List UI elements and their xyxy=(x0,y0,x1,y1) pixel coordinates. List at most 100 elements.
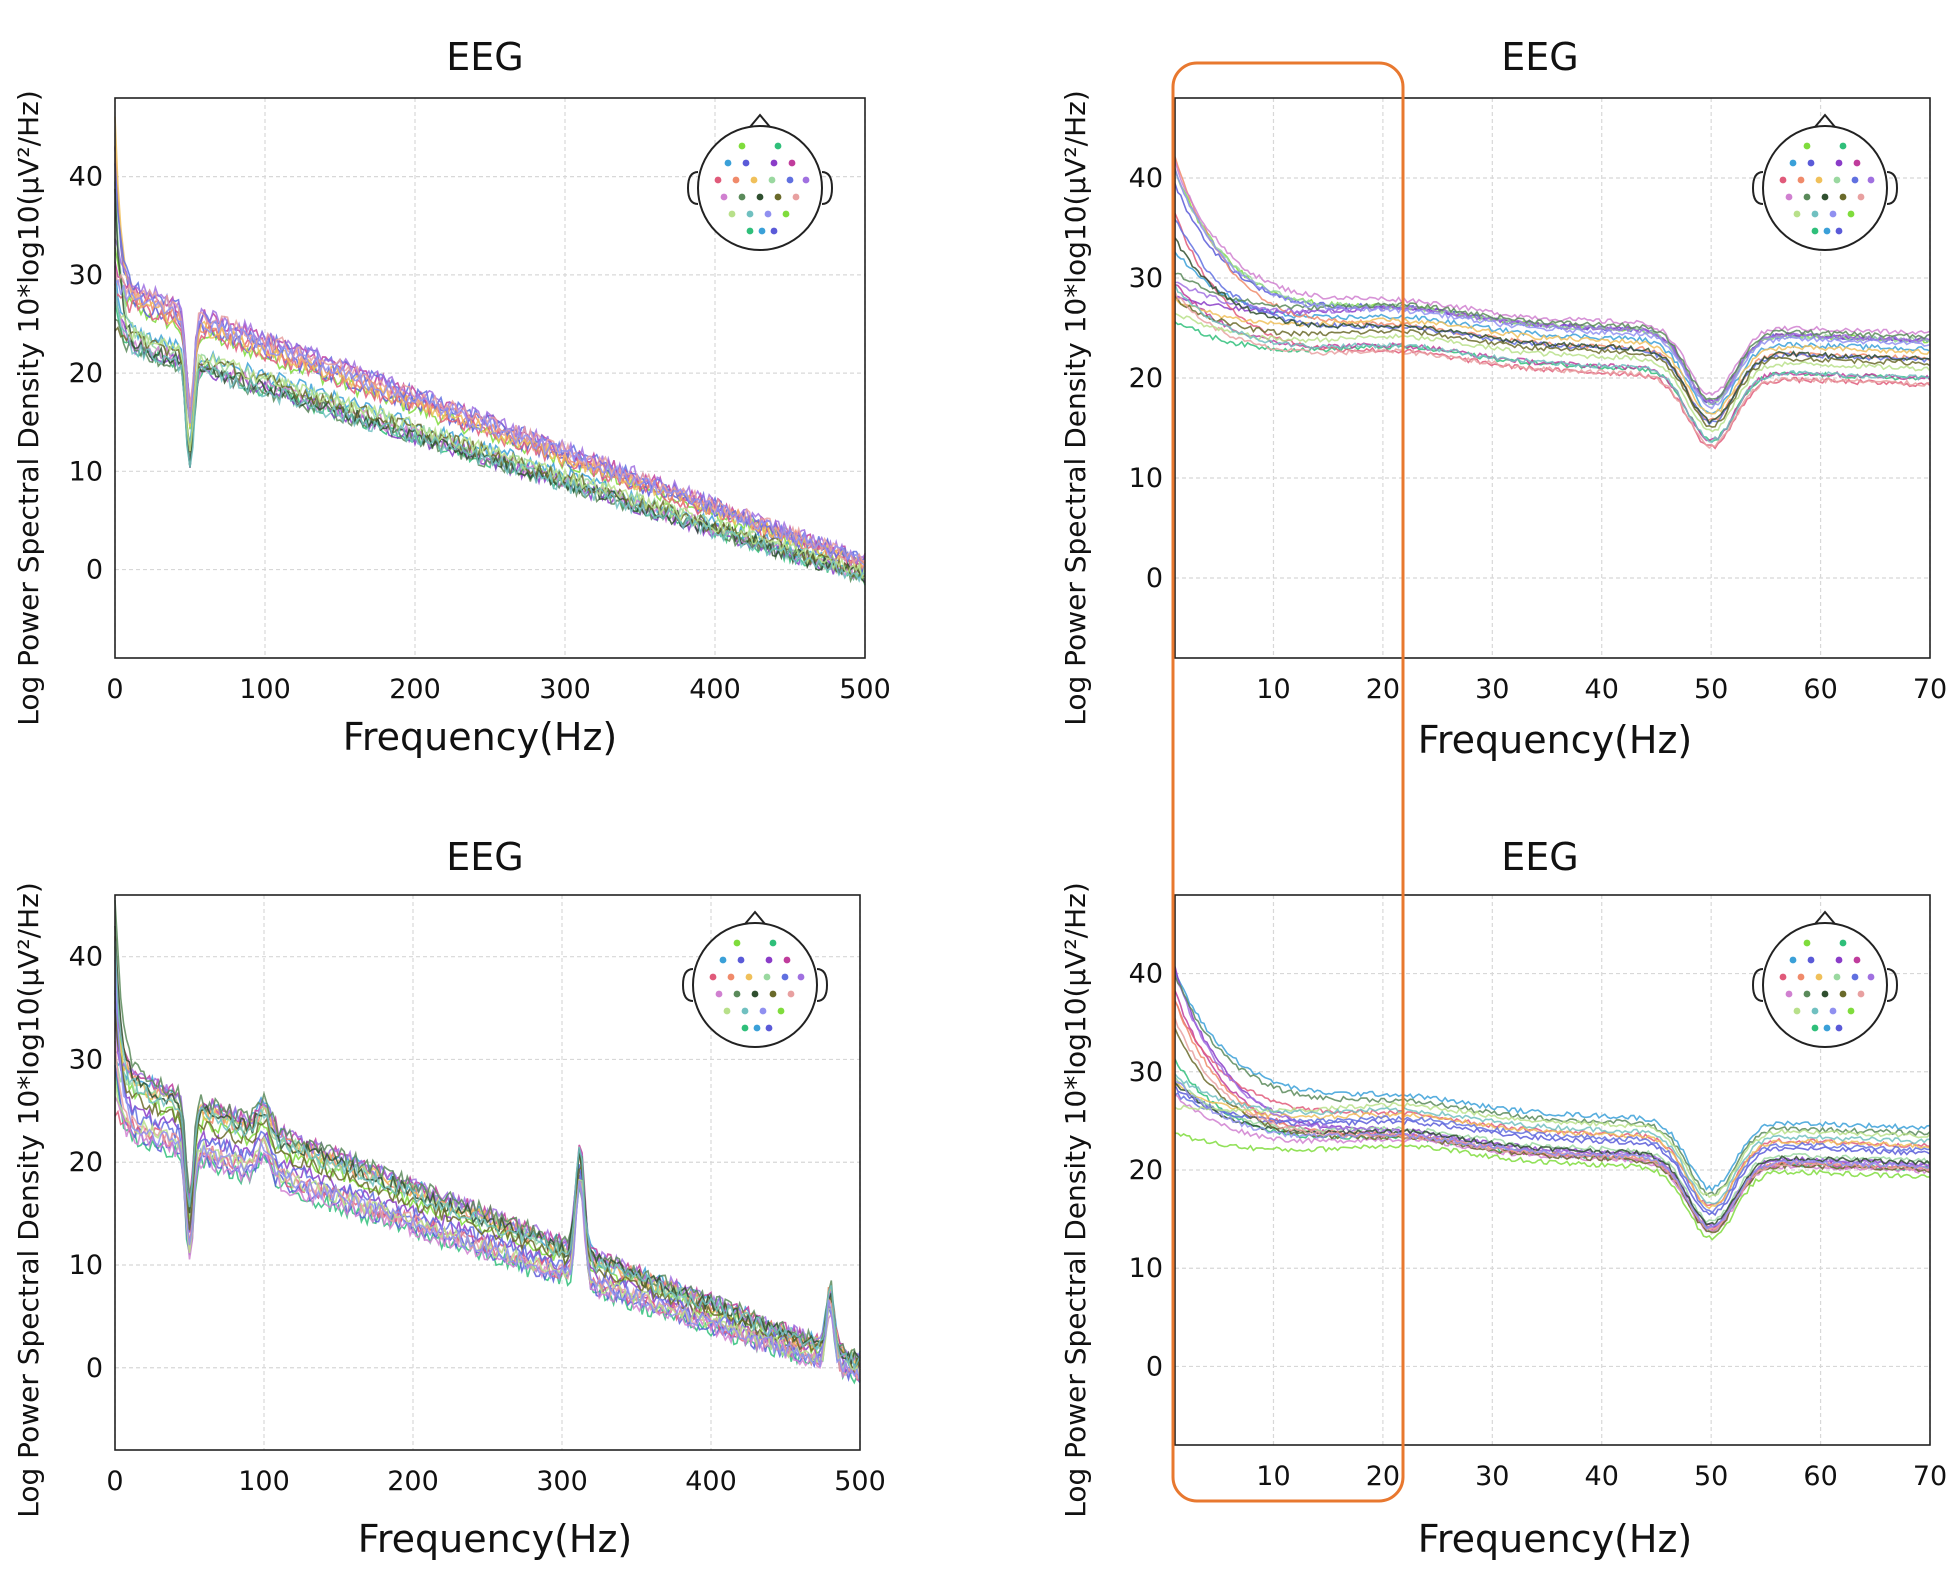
x-tick-label: 50 xyxy=(1694,1461,1728,1492)
electrode-dot xyxy=(715,990,723,998)
electrode-dot xyxy=(1803,142,1811,150)
electrode-dot xyxy=(742,159,750,167)
y-tick-label: 10 xyxy=(69,456,103,487)
y-axis-label: Log Power Spectral Density 10*log10(μV²/… xyxy=(1059,90,1092,725)
electrode-dot xyxy=(1867,973,1875,981)
electrode-dot xyxy=(1807,956,1815,964)
electrode-dot xyxy=(746,227,754,235)
electrode-dot xyxy=(769,939,777,947)
electrode-dot xyxy=(709,973,717,981)
channel-spectrum-line xyxy=(114,1077,861,1382)
nose xyxy=(749,113,771,128)
x-tick-label: 0 xyxy=(106,1466,123,1497)
x-tick-label: 30 xyxy=(1475,674,1509,705)
electrode-dot xyxy=(1839,193,1847,201)
electrode-dot xyxy=(770,227,778,235)
electrode-dot xyxy=(738,193,746,201)
electrode-dot xyxy=(763,973,771,981)
channel-spectrum-line xyxy=(1174,312,1931,433)
electrode-dot xyxy=(741,1024,749,1032)
electrode-dot xyxy=(1847,1007,1855,1015)
electrode-dot xyxy=(751,990,759,998)
x-tick-label: 10 xyxy=(1256,674,1290,705)
electrode-dot xyxy=(753,1024,761,1032)
y-axis-label: Log Power Spectral Density 10*log10(μV²/… xyxy=(12,90,45,725)
x-tick-label: 300 xyxy=(536,1466,588,1497)
x-axis-label: Frequency(Hz) xyxy=(1418,1517,1692,1561)
panel-bottom-right: EEG 10 20 30 40 50 60 70 0 10 20 30 40 Frequency(Hz… xyxy=(1059,835,1947,1561)
electrode-dot xyxy=(714,176,722,184)
channel-spectrum-line xyxy=(1174,1073,1931,1205)
electrode-dot xyxy=(1793,1007,1801,1015)
y-tick-label: 40 xyxy=(1129,163,1163,194)
electrode-dot xyxy=(756,193,764,201)
left-ear xyxy=(686,171,699,205)
highlight-box xyxy=(1171,61,1405,1503)
x-tick-label: 500 xyxy=(834,1466,886,1497)
electrode-dot xyxy=(1793,210,1801,218)
channel-spectrum-line xyxy=(1174,295,1931,405)
series-lines xyxy=(1174,966,1931,1241)
ticks: 0 100 200 300 400 500 0 10 20 30 40 xyxy=(69,162,891,705)
electrode-dot xyxy=(764,210,772,218)
electrode-dot xyxy=(792,193,800,201)
panel-title: EEG xyxy=(446,35,523,79)
channel-spectrum-line xyxy=(114,940,861,1372)
electrode-dot xyxy=(1857,990,1865,998)
plot-frame xyxy=(114,894,861,1451)
nose xyxy=(744,910,766,925)
panel-bottom-left: EEG 0 100 200 300 400 500 0 10 20 30 40 Frequency(… xyxy=(12,835,886,1561)
electrode-dot xyxy=(769,990,777,998)
electrode-dot xyxy=(758,227,766,235)
channel-spectrum-line xyxy=(1174,237,1931,425)
x-tick-label: 70 xyxy=(1913,674,1947,705)
electrode-dot xyxy=(750,176,758,184)
electrode-dot xyxy=(765,956,773,964)
x-tick-label: 200 xyxy=(387,1466,439,1497)
left-ear xyxy=(681,968,694,1002)
electrode-dot xyxy=(1789,159,1797,167)
x-tick-label: 40 xyxy=(1585,1461,1619,1492)
channel-spectrum-line xyxy=(1174,291,1931,449)
channel-spectrum-line xyxy=(114,288,866,583)
electrode-dot xyxy=(1807,159,1815,167)
y-tick-label: 0 xyxy=(86,1353,103,1384)
channel-spectrum-line xyxy=(1174,1079,1931,1230)
electrode-dot xyxy=(737,956,745,964)
electrode-dot xyxy=(738,142,746,150)
x-axis-label: Frequency(Hz) xyxy=(343,715,617,759)
x-tick-label: 100 xyxy=(238,1466,290,1497)
plot-frame xyxy=(1174,97,1931,659)
electrode-dot xyxy=(786,176,794,184)
electrode-dot xyxy=(768,176,776,184)
electrode-dot xyxy=(1833,973,1841,981)
nose xyxy=(1814,113,1836,128)
electrode-dot xyxy=(728,210,736,218)
electrode-dot xyxy=(1779,973,1787,981)
electrode-dot xyxy=(1797,176,1805,184)
electrode-dot xyxy=(1821,990,1829,998)
series-lines xyxy=(114,900,861,1385)
nose xyxy=(1814,910,1836,925)
electrode-dot xyxy=(759,1007,767,1015)
left-ear xyxy=(1751,171,1764,205)
ticks: 10 20 30 40 50 60 70 0 10 20 30 40 xyxy=(1129,959,1948,1492)
electrode-dot xyxy=(1811,1024,1819,1032)
electrode-dot xyxy=(782,210,790,218)
electrode-dot xyxy=(1867,176,1875,184)
electrode-dot xyxy=(1839,142,1847,150)
channel-spectrum-line xyxy=(1174,1076,1931,1224)
left-ear xyxy=(1751,968,1764,1002)
channel-spectrum-line xyxy=(114,946,861,1373)
channel-spectrum-line xyxy=(1174,1018,1931,1231)
right-ear xyxy=(821,171,834,205)
x-tick-label: 10 xyxy=(1256,1461,1290,1492)
electrode-dot xyxy=(1811,227,1819,235)
x-tick-label: 100 xyxy=(239,674,291,705)
x-tick-label: 20 xyxy=(1366,1461,1400,1492)
x-tick-label: 400 xyxy=(685,1466,737,1497)
right-ear xyxy=(816,968,829,1002)
panel-title: EEG xyxy=(1501,835,1578,879)
electrode-dot xyxy=(774,142,782,150)
electrode-dot xyxy=(781,973,789,981)
